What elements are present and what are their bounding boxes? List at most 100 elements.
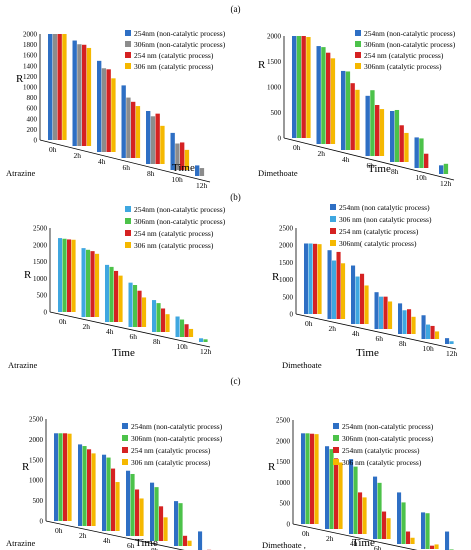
chart1-legend-swatch-1 (125, 41, 131, 47)
chart6-xtick-3: 6h (374, 544, 382, 550)
chart5-bar-4-3 (163, 517, 168, 541)
chart1-legend-label-2: 254 nm (catalytic process) (134, 51, 214, 60)
chart5-bar-1-0 (78, 444, 83, 526)
chart4-bar-1-3 (341, 263, 346, 319)
chart1-bar-5-3 (184, 149, 190, 170)
chart6-xtick-0: 0h (302, 529, 310, 538)
chart2-bar-2-0 (341, 70, 346, 150)
chart5-ytick-4: 2000 (29, 436, 44, 444)
chart3-xlabel: Time (112, 347, 135, 359)
chart3-pesticide-label: Atrazine (8, 360, 37, 370)
chart2-bar-1-1 (321, 47, 326, 144)
chart6-bar-3-0 (373, 476, 378, 539)
chart4-bar-5-3 (435, 331, 440, 339)
chart5-bar-1-1 (82, 446, 87, 526)
chart5-bar-0-0 (54, 433, 59, 521)
chart3-bar-5-3 (189, 328, 194, 337)
chart4-xtick-6: 12h (446, 349, 458, 358)
chart6-xtick-1: 2h (326, 534, 334, 543)
chart1-xlabel: Time (172, 162, 195, 174)
chart1-bar-0-3 (62, 34, 67, 140)
chart3-legend-swatch-3 (125, 242, 131, 248)
chart5-bar-3-3 (139, 498, 144, 536)
chart2-bar-5-0 (414, 137, 419, 168)
chart3-bar-1-2 (90, 251, 95, 317)
chart3-legend-label-3: 306 nm (catalytic process) (134, 241, 214, 250)
chart4-ylabel: R (272, 271, 280, 283)
chart4-bar-3-1 (379, 296, 384, 329)
chart1-ytick-3: 600 (27, 105, 38, 113)
chart3-ytick-3: 1500 (33, 258, 48, 266)
chart6-legend-label-2: 254nm (catalytic process) (342, 446, 420, 455)
chart6-bar-4-2 (406, 531, 411, 544)
chart2-bar-4-3 (404, 132, 409, 162)
chart4-bar-5-1 (426, 324, 431, 339)
chart3-bar-2-3 (118, 275, 123, 322)
chart1-ytick-0: 0 (34, 137, 38, 145)
chart1-bar-6-1 (199, 168, 205, 176)
chart1-ytick-10: 2000 (23, 31, 38, 39)
chart1-bar-2-1 (101, 68, 107, 152)
chart4-xtick-1: 2h (329, 324, 337, 333)
chart4-xtick-5: 10h (423, 344, 435, 353)
chart4-legend-label-1: 306 nm (non catalytic process) (339, 215, 432, 224)
chart4-legend-swatch-1 (330, 216, 336, 222)
chart5-bar-5-3 (187, 540, 192, 546)
chart5-bar-0-3 (67, 433, 72, 521)
chart1-legend-swatch-2 (125, 52, 131, 58)
chart2-bar-6-0 (439, 165, 444, 174)
chart5-xtick-2: 4h (103, 536, 111, 545)
chart2-legend-label-3: 306nm (catalytic process) (364, 62, 442, 71)
chart1-ytick-7: 1400 (23, 62, 38, 70)
chart6-bar-1-1 (329, 449, 334, 529)
chart2-xtick-6: 12h (440, 179, 452, 188)
chart5-bar-3-0 (126, 470, 131, 536)
chart3-bar-2-0 (105, 264, 110, 322)
chart4-bar-1-1 (332, 260, 337, 319)
chart5-ytick-5: 2500 (29, 416, 44, 424)
chart1-bar-2-0 (97, 60, 102, 153)
chart1-legend-swatch-3 (125, 63, 131, 69)
chart4-xtick-2: 4h (352, 329, 360, 338)
chart3-xtick-6: 12h (200, 347, 212, 356)
chart2-bar-6-1 (443, 163, 449, 174)
chart5-x-axis (45, 520, 185, 550)
chart4-legend-label-3: 306nm( catalytic process) (339, 239, 417, 248)
chart6-bar-4-1 (401, 502, 406, 544)
chart6-bar-0-0 (301, 433, 306, 524)
chart4-bar-0-0 (304, 243, 309, 314)
chart5-legend-label-1: 306nm (non-catalytic process) (131, 434, 223, 443)
chart4-bar-5-0 (421, 315, 426, 339)
chart5-xtick-0: 0h (55, 526, 63, 535)
chart6-ytick-3: 1500 (276, 458, 291, 466)
chart2-bar-0-3 (306, 37, 311, 138)
chart1-bar-0-0 (48, 34, 53, 140)
chart4-bar-0-3 (317, 244, 322, 314)
chart3-bar-4-1 (156, 303, 161, 332)
chart1-bar-4-2 (155, 113, 160, 164)
chart4-ytick-4: 2000 (279, 242, 294, 250)
chart5-legend-label-2: 254 nm (catalytic process) (131, 446, 211, 455)
chart4-bar-1-0 (327, 250, 332, 319)
chart3-bar-5-0 (175, 316, 180, 337)
chart6-legend-swatch-1 (333, 435, 339, 441)
chart6-xtick-2: 4h (350, 539, 358, 548)
chart5-ylabel: R (22, 461, 30, 473)
chart4-pesticide-label: Dimethoate (282, 360, 322, 370)
chart1-bar-5-0 (170, 132, 175, 170)
chart2-bar-5-1 (419, 138, 424, 168)
chart4-legend-swatch-0 (330, 204, 336, 210)
chart1-ylabel: R (16, 73, 24, 85)
chart1-pesticide-label: Atrazine (6, 168, 35, 178)
chart1-bar-3-3 (135, 106, 141, 158)
chart1-bar-5-2 (180, 142, 185, 170)
chart6-legend-label-3: 306 nm (catalytic process) (342, 458, 422, 467)
chart4-xlabel: Time (356, 347, 379, 359)
chart3-bar-2-1 (109, 266, 114, 322)
chart2-bar-2-3 (355, 89, 360, 150)
chart5-bar-1-3 (91, 453, 96, 526)
chart2-xtick-2: 4h (342, 155, 350, 164)
chart6-bar-2-3 (362, 497, 367, 534)
chart5-xlabel: Time (135, 537, 158, 549)
